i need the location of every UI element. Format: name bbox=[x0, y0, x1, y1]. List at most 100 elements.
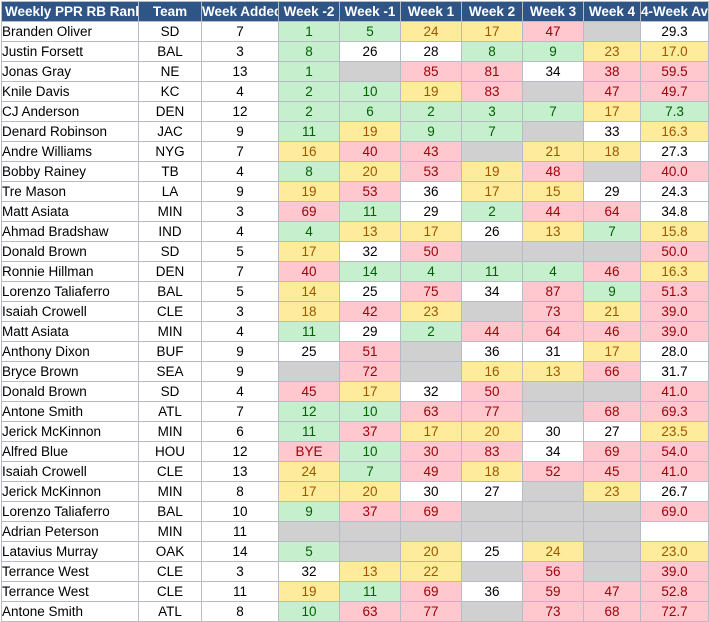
week-minus-2-cell[interactable]: 16 bbox=[278, 141, 340, 162]
week-4-cell[interactable]: 33 bbox=[583, 121, 641, 142]
week-minus-1-cell[interactable]: 29 bbox=[339, 321, 401, 342]
team-cell[interactable]: TB bbox=[138, 161, 202, 182]
player-name-cell[interactable]: Tre Mason bbox=[1, 181, 139, 202]
week-1-cell[interactable]: 23 bbox=[400, 301, 462, 322]
header-week-4[interactable]: Week 4 bbox=[583, 1, 641, 22]
table-row[interactable]: Matt Asiata MIN 4 11 29 2 44 64 46 39.0 bbox=[1, 321, 709, 342]
four-week-avg-cell[interactable]: 27.3 bbox=[640, 141, 709, 162]
team-cell[interactable]: BAL bbox=[138, 41, 202, 62]
player-name-cell[interactable]: Donald Brown bbox=[1, 241, 139, 262]
player-name-cell[interactable]: Isaiah Crowell bbox=[1, 461, 139, 482]
week-minus-2-cell[interactable]: 10 bbox=[278, 601, 340, 622]
player-name-cell[interactable]: Bobby Rainey bbox=[1, 161, 139, 182]
team-cell[interactable]: LA bbox=[138, 181, 202, 202]
week-minus-2-cell[interactable]: 17 bbox=[278, 481, 340, 502]
week-2-cell[interactable] bbox=[461, 141, 523, 162]
week-added-cell[interactable]: 3 bbox=[201, 41, 279, 62]
week-3-cell[interactable] bbox=[522, 241, 584, 262]
week-added-cell[interactable]: 6 bbox=[201, 421, 279, 442]
week-4-cell[interactable]: 23 bbox=[583, 481, 641, 502]
week-added-cell[interactable]: 3 bbox=[201, 301, 279, 322]
week-minus-1-cell[interactable]: 19 bbox=[339, 121, 401, 142]
week-2-cell[interactable]: 3 bbox=[461, 101, 523, 122]
week-3-cell[interactable]: 34 bbox=[522, 61, 584, 82]
team-cell[interactable]: CLE bbox=[138, 581, 202, 602]
week-1-cell[interactable]: 50 bbox=[400, 241, 462, 262]
table-row[interactable]: Matt Asiata MIN 3 69 11 29 2 44 64 34.8 bbox=[1, 201, 709, 222]
week-1-cell[interactable]: 29 bbox=[400, 201, 462, 222]
week-minus-1-cell[interactable]: 42 bbox=[339, 301, 401, 322]
week-minus-1-cell[interactable]: 25 bbox=[339, 281, 401, 302]
player-name-cell[interactable]: Donald Brown bbox=[1, 381, 139, 402]
four-week-avg-cell[interactable]: 29.3 bbox=[640, 21, 709, 42]
week-1-cell[interactable]: 2 bbox=[400, 321, 462, 342]
week-3-cell[interactable]: 13 bbox=[522, 221, 584, 242]
week-minus-1-cell[interactable]: 20 bbox=[339, 481, 401, 502]
week-3-cell[interactable] bbox=[522, 401, 584, 422]
week-added-cell[interactable]: 7 bbox=[201, 261, 279, 282]
week-2-cell[interactable]: 34 bbox=[461, 281, 523, 302]
header-week-2[interactable]: Week 2 bbox=[461, 1, 523, 22]
player-name-cell[interactable]: Lorenzo Taliaferro bbox=[1, 281, 139, 302]
week-3-cell[interactable]: 56 bbox=[522, 561, 584, 582]
player-name-cell[interactable]: Antone Smith bbox=[1, 401, 139, 422]
player-name-cell[interactable]: Isaiah Crowell bbox=[1, 301, 139, 322]
week-added-cell[interactable]: 3 bbox=[201, 201, 279, 222]
week-added-cell[interactable]: 11 bbox=[201, 581, 279, 602]
week-minus-1-cell[interactable]: 10 bbox=[339, 401, 401, 422]
four-week-avg-cell[interactable]: 40.0 bbox=[640, 161, 709, 182]
week-3-cell[interactable]: 52 bbox=[522, 461, 584, 482]
week-3-cell[interactable]: 73 bbox=[522, 601, 584, 622]
team-cell[interactable]: MIN bbox=[138, 321, 202, 342]
week-4-cell[interactable]: 45 bbox=[583, 461, 641, 482]
team-cell[interactable]: CLE bbox=[138, 561, 202, 582]
player-name-cell[interactable]: Alfred Blue bbox=[1, 441, 139, 462]
week-3-cell[interactable]: 7 bbox=[522, 101, 584, 122]
player-name-cell[interactable]: Ahmad Bradshaw bbox=[1, 221, 139, 242]
week-minus-2-cell[interactable]: 1 bbox=[278, 21, 340, 42]
four-week-avg-cell[interactable]: 34.8 bbox=[640, 201, 709, 222]
week-2-cell[interactable]: 20 bbox=[461, 421, 523, 442]
week-2-cell[interactable]: 7 bbox=[461, 121, 523, 142]
week-minus-1-cell[interactable]: 11 bbox=[339, 201, 401, 222]
team-cell[interactable]: JAC bbox=[138, 121, 202, 142]
player-name-cell[interactable]: Lorenzo Taliaferro bbox=[1, 501, 139, 522]
table-row[interactable]: Isaiah Crowell CLE 13 24 7 49 18 52 45 41.0 bbox=[1, 461, 709, 482]
four-week-avg-cell[interactable]: 16.3 bbox=[640, 121, 709, 142]
week-3-cell[interactable] bbox=[522, 121, 584, 142]
week-minus-1-cell[interactable] bbox=[339, 521, 401, 542]
week-minus-1-cell[interactable]: 6 bbox=[339, 101, 401, 122]
week-added-cell[interactable]: 4 bbox=[201, 161, 279, 182]
team-cell[interactable]: NE bbox=[138, 61, 202, 82]
table-row[interactable]: Andre Williams NYG 7 16 40 43 21 18 27.3 bbox=[1, 141, 709, 162]
week-1-cell[interactable]: 49 bbox=[400, 461, 462, 482]
header-week-minus-1[interactable]: Week -1 bbox=[339, 1, 401, 22]
week-1-cell[interactable]: 22 bbox=[400, 561, 462, 582]
table-row[interactable]: Antone Smith ATL 8 10 63 77 73 68 72.7 bbox=[1, 601, 709, 622]
team-cell[interactable]: CLE bbox=[138, 301, 202, 322]
week-minus-1-cell[interactable]: 37 bbox=[339, 501, 401, 522]
week-1-cell[interactable]: 69 bbox=[400, 501, 462, 522]
week-added-cell[interactable]: 11 bbox=[201, 521, 279, 542]
week-1-cell[interactable] bbox=[400, 341, 462, 362]
week-minus-2-cell[interactable]: 25 bbox=[278, 341, 340, 362]
week-3-cell[interactable]: 30 bbox=[522, 421, 584, 442]
week-minus-2-cell[interactable]: 14 bbox=[278, 281, 340, 302]
week-minus-1-cell[interactable]: 13 bbox=[339, 561, 401, 582]
week-2-cell[interactable]: 83 bbox=[461, 81, 523, 102]
team-cell[interactable]: BAL bbox=[138, 501, 202, 522]
table-row[interactable]: Jerick McKinnon MIN 8 17 20 30 27 23 26.7 bbox=[1, 481, 709, 502]
four-week-avg-cell[interactable]: 39.0 bbox=[640, 561, 709, 582]
week-3-cell[interactable]: 24 bbox=[522, 541, 584, 562]
week-minus-1-cell[interactable]: 32 bbox=[339, 241, 401, 262]
team-cell[interactable]: BUF bbox=[138, 341, 202, 362]
team-cell[interactable]: OAK bbox=[138, 541, 202, 562]
four-week-avg-cell[interactable]: 7.3 bbox=[640, 101, 709, 122]
four-week-avg-cell[interactable]: 16.3 bbox=[640, 261, 709, 282]
week-3-cell[interactable]: 21 bbox=[522, 141, 584, 162]
week-minus-2-cell[interactable]: 8 bbox=[278, 161, 340, 182]
header-week-added[interactable]: Week Added bbox=[201, 1, 279, 22]
table-row[interactable]: Alfred Blue HOU 12 BYE 10 30 83 34 69 54.0 bbox=[1, 441, 709, 462]
week-3-cell[interactable] bbox=[522, 501, 584, 522]
week-minus-1-cell[interactable]: 17 bbox=[339, 381, 401, 402]
